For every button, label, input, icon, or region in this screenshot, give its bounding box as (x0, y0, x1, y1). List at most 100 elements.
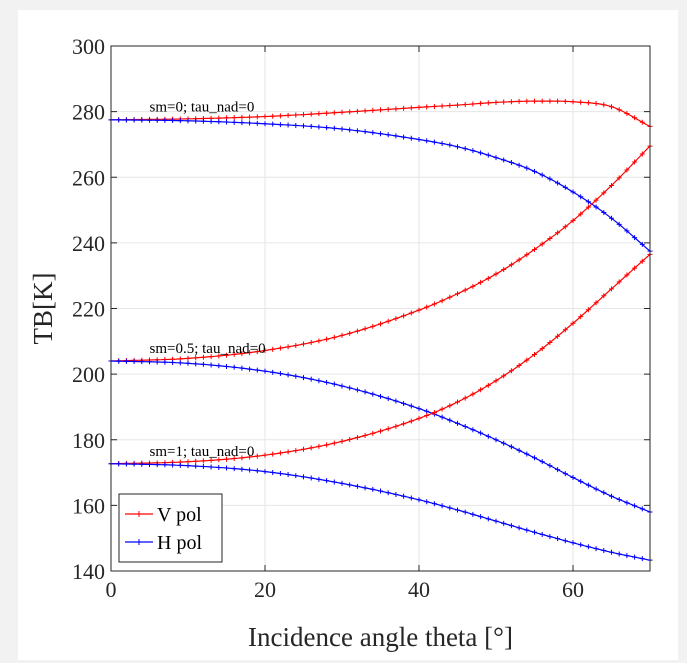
data-marker (193, 118, 199, 124)
data-marker (339, 332, 345, 338)
data-marker (562, 224, 568, 230)
data-marker (316, 443, 322, 449)
data-marker (532, 168, 537, 174)
data-marker (193, 361, 199, 367)
data-marker (455, 291, 460, 297)
data-marker (224, 456, 229, 462)
data-marker (262, 114, 268, 120)
data-marker (301, 375, 306, 381)
data-marker (277, 113, 283, 119)
data-marker (508, 160, 514, 166)
data-marker (462, 509, 468, 515)
data-marker (231, 456, 237, 462)
data-marker (547, 235, 553, 241)
data-marker (231, 115, 237, 121)
data-marker (162, 462, 168, 468)
data-marker (231, 119, 237, 125)
data-marker (408, 135, 414, 141)
data-marker (324, 379, 330, 385)
legend-marker (136, 511, 142, 517)
data-marker (308, 445, 314, 451)
data-marker (362, 108, 368, 114)
data-marker (354, 128, 360, 134)
y-axis-label: TB[K] (28, 273, 58, 345)
data-marker (116, 358, 122, 364)
data-marker (532, 455, 537, 461)
data-marker (439, 503, 445, 509)
data-marker (139, 359, 145, 365)
data-marker (632, 503, 638, 509)
data-marker (439, 414, 445, 420)
series-h-pol-3 (108, 358, 653, 515)
data-marker (308, 123, 314, 129)
data-marker (609, 104, 614, 110)
data-marker (301, 123, 306, 129)
data-marker (424, 138, 430, 144)
data-marker (609, 549, 614, 555)
data-marker (601, 190, 607, 196)
data-marker (401, 421, 407, 427)
data-marker (570, 189, 576, 195)
data-marker (470, 391, 476, 397)
data-marker (424, 408, 430, 414)
data-marker (378, 488, 383, 494)
data-marker (555, 536, 561, 542)
data-marker (116, 117, 122, 123)
data-marker (378, 428, 383, 434)
data-marker (578, 542, 584, 548)
data-marker (539, 172, 545, 178)
data-marker (632, 115, 638, 121)
data-marker (578, 314, 584, 320)
data-marker (347, 482, 353, 488)
data-marker (524, 252, 530, 258)
data-marker (478, 430, 484, 436)
data-marker (416, 137, 422, 143)
data-marker (485, 100, 491, 106)
data-marker (254, 120, 260, 126)
data-marker (301, 446, 306, 452)
data-marker (293, 473, 299, 479)
data-marker (508, 444, 514, 450)
data-marker (185, 463, 191, 469)
data-marker (493, 271, 499, 277)
line-chart: 0 20 40 60 140 160 180 200 220 240 260 280 300 Incide… (28, 34, 653, 652)
data-marker (493, 378, 499, 384)
data-marker (262, 121, 268, 127)
data-marker (277, 450, 283, 456)
data-marker (501, 99, 507, 105)
data-marker (555, 180, 561, 186)
data-marker (131, 461, 137, 467)
data-marker (193, 355, 199, 361)
data-marker (200, 458, 206, 464)
data-marker (185, 355, 191, 361)
data-marker (639, 506, 645, 512)
data-marker (131, 117, 137, 123)
data-marker (200, 464, 206, 470)
data-marker (562, 538, 568, 544)
data-marker (316, 124, 322, 130)
data-marker (393, 491, 399, 497)
data-marker (601, 210, 607, 216)
y-tick-label: 160 (72, 493, 105, 518)
data-marker (555, 467, 561, 473)
data-marker (316, 338, 322, 344)
data-marker (277, 345, 283, 351)
data-marker (431, 301, 437, 307)
data-marker (609, 182, 614, 188)
data-marker (254, 114, 260, 120)
data-marker (162, 117, 168, 123)
data-marker (324, 125, 330, 131)
data-marker (493, 518, 499, 524)
data-marker (224, 119, 229, 125)
data-marker (431, 409, 437, 415)
data-marker (378, 393, 383, 399)
data-marker (347, 109, 353, 115)
legend-box (118, 493, 223, 563)
data-marker (501, 373, 507, 379)
data-marker (208, 362, 214, 368)
data-marker (216, 457, 222, 463)
data-marker (293, 122, 299, 128)
data-marker (508, 368, 514, 374)
data-marker (385, 132, 391, 138)
x-tick-label: 60 (562, 577, 584, 602)
